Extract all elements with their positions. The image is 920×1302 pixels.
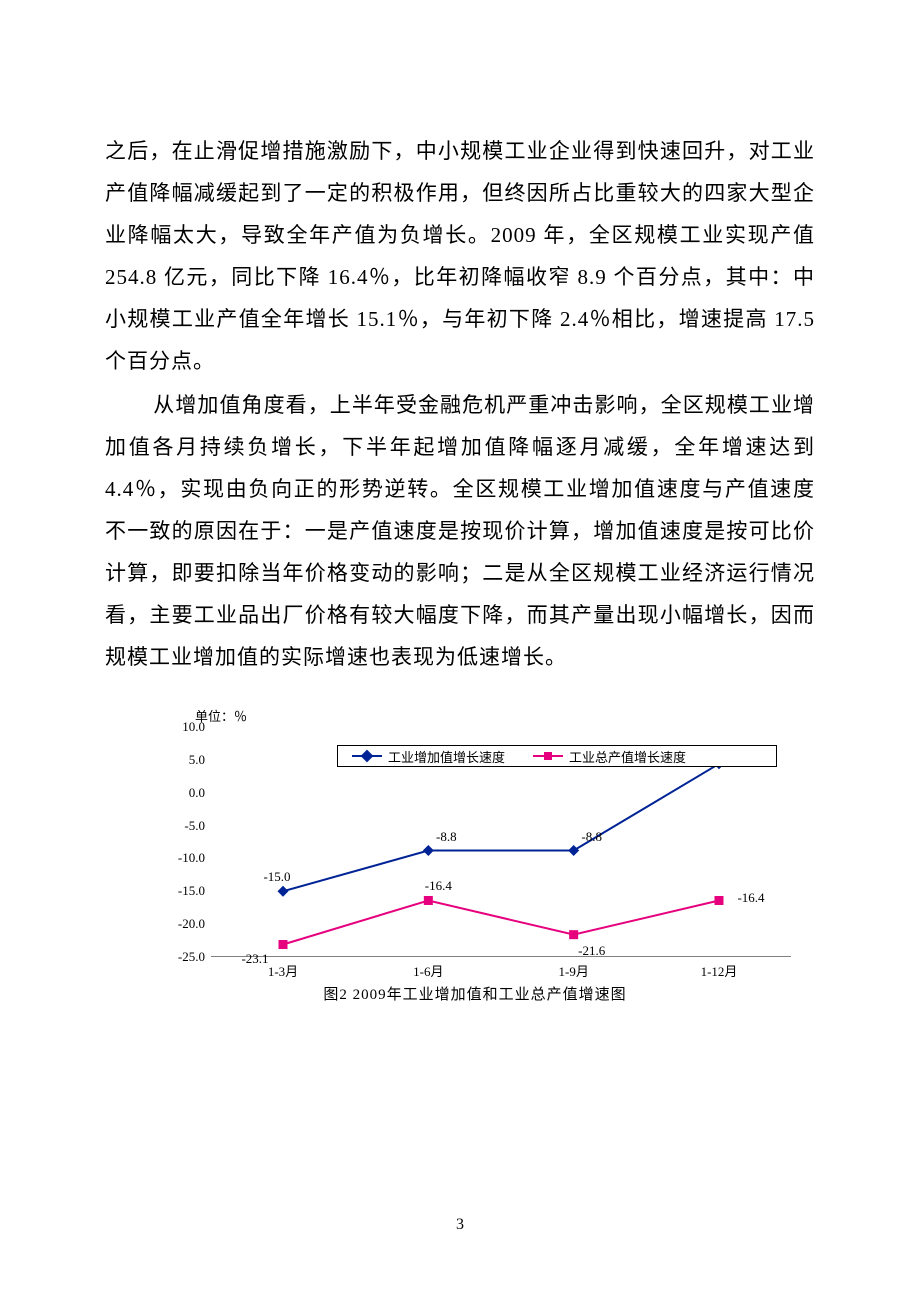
series-marker: [569, 930, 578, 939]
chart-figure: 单位：％ 10.05.00.0-5.0-10.0-15.0-20.0-25.0 …: [155, 706, 795, 1004]
data-label: -15.0: [263, 869, 290, 885]
x-tick-label: 1-12月: [701, 961, 738, 980]
chart-unit-label: 单位：％: [195, 706, 795, 725]
y-tick-label: -5.0: [184, 818, 205, 834]
legend-label: 工业增加值增长速度: [388, 747, 505, 766]
y-tick-label: 5.0: [189, 752, 205, 768]
series-marker: [279, 940, 288, 949]
series-line: [283, 900, 719, 944]
square-icon: [544, 752, 552, 760]
legend-item: 工业增加值增长速度: [338, 747, 519, 766]
chart-caption: 图2 2009年工业增加值和工业总产值增速图: [155, 983, 795, 1004]
chart-area: 10.05.00.0-5.0-10.0-15.0-20.0-25.0 -15.0…: [155, 727, 795, 977]
page-number: 3: [456, 1216, 464, 1234]
legend-item: 工业总产值增长速度: [519, 747, 700, 766]
data-label: -16.4: [425, 878, 452, 894]
data-label: -16.4: [737, 890, 764, 906]
data-label: -8.8: [581, 829, 602, 845]
legend-line-icon: [533, 755, 563, 757]
y-axis: 10.05.00.0-5.0-10.0-15.0-20.0-25.0: [155, 727, 211, 957]
diamond-icon: [361, 750, 374, 763]
data-label: -8.8: [436, 829, 457, 845]
series-marker: [715, 896, 724, 905]
y-tick-label: 0.0: [189, 785, 205, 801]
y-tick-label: -25.0: [178, 949, 205, 965]
y-tick-label: -20.0: [178, 916, 205, 932]
paragraph-1: 之后，在止滑促增措施激励下，中小规模工业企业得到快速回升，对工业产值降幅减缓起到…: [105, 130, 815, 382]
legend-label: 工业总产值增长速度: [569, 747, 686, 766]
legend-line-icon: [352, 755, 382, 757]
y-tick-label: -10.0: [178, 850, 205, 866]
y-tick-label: 10.0: [182, 719, 205, 735]
series-marker: [423, 845, 434, 856]
x-tick-label: 1-9月: [558, 961, 588, 980]
x-tick-label: 1-6月: [413, 961, 443, 980]
x-tick-label: 1-3月: [268, 961, 298, 980]
y-tick-label: -15.0: [178, 883, 205, 899]
series-marker: [424, 896, 433, 905]
x-axis: 1-3月 1-6月 1-9月 1-12月: [211, 961, 791, 979]
series-marker: [568, 845, 579, 856]
chart-legend: 工业增加值增长速度 工业总产值增长速度: [337, 745, 777, 767]
series-marker: [278, 886, 289, 897]
body-text: 之后，在止滑促增措施激励下，中小规模工业企业得到快速回升，对工业产值降幅减缓起到…: [105, 130, 815, 678]
paragraph-2: 从增加值角度看，上半年受金融危机严重冲击影响，全区规模工业增加值各月持续负增长，…: [105, 384, 815, 678]
data-label: -21.6: [578, 943, 605, 959]
chart-plot: -15.0-8.8-8.84.4-23.1-16.4-21.6-16.4 工业增…: [211, 727, 791, 957]
series-line: [283, 764, 719, 891]
